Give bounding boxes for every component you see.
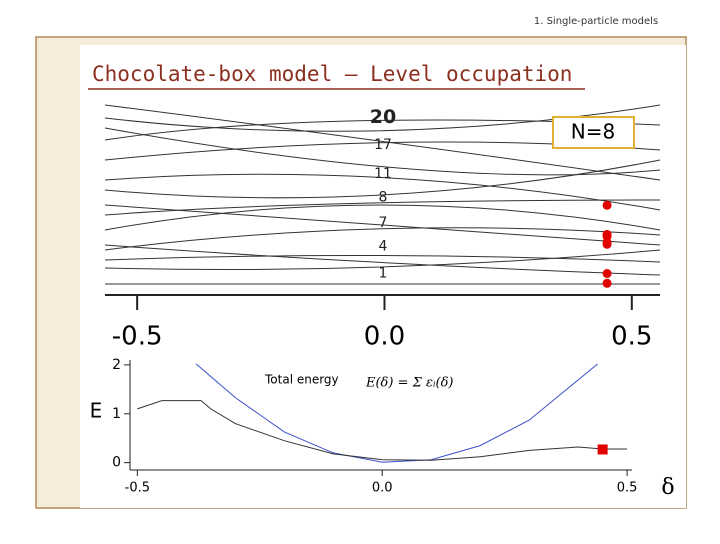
x-axis-label: δ — [661, 475, 674, 500]
energy-curve — [137, 400, 628, 461]
header: 1. Single-particle models — [534, 16, 658, 27]
x-tick-label: 0.5 — [617, 481, 638, 496]
y-tick-label: 1 — [112, 406, 121, 422]
occupied-level — [602, 200, 612, 210]
x-tick-label: -0.5 — [125, 481, 150, 496]
occupied-level — [602, 239, 612, 249]
level-label: 20 — [370, 106, 396, 128]
current-state — [597, 444, 608, 455]
level-label: 4 — [379, 238, 388, 254]
x-tick-label: 0.0 — [364, 322, 405, 352]
annotation-box — [552, 116, 635, 149]
occupied-level — [602, 278, 612, 288]
y-axis-label: E — [90, 399, 103, 423]
level-label: 8 — [379, 190, 388, 206]
level-label: 17 — [374, 137, 392, 153]
level-label: 11 — [374, 166, 392, 182]
y-tick-label: 0 — [112, 455, 121, 471]
annotation: N=8 — [571, 120, 615, 144]
formula: E(δ) = Σ εᵢ(δ) — [365, 376, 454, 391]
x-tick-label: -0.5 — [112, 322, 163, 352]
annotation: Total energy — [264, 373, 339, 387]
level-label: 7 — [379, 215, 388, 231]
x-tick-label: 0.0 — [372, 481, 393, 496]
y-tick-label: 2 — [112, 357, 121, 373]
x-tick-label: 0.5 — [611, 322, 652, 352]
slide-title: Chocolate-box model – Level occupation — [92, 62, 572, 86]
energy-curve — [195, 363, 599, 463]
occupied-level — [602, 269, 612, 279]
level-label: 1 — [379, 266, 388, 282]
